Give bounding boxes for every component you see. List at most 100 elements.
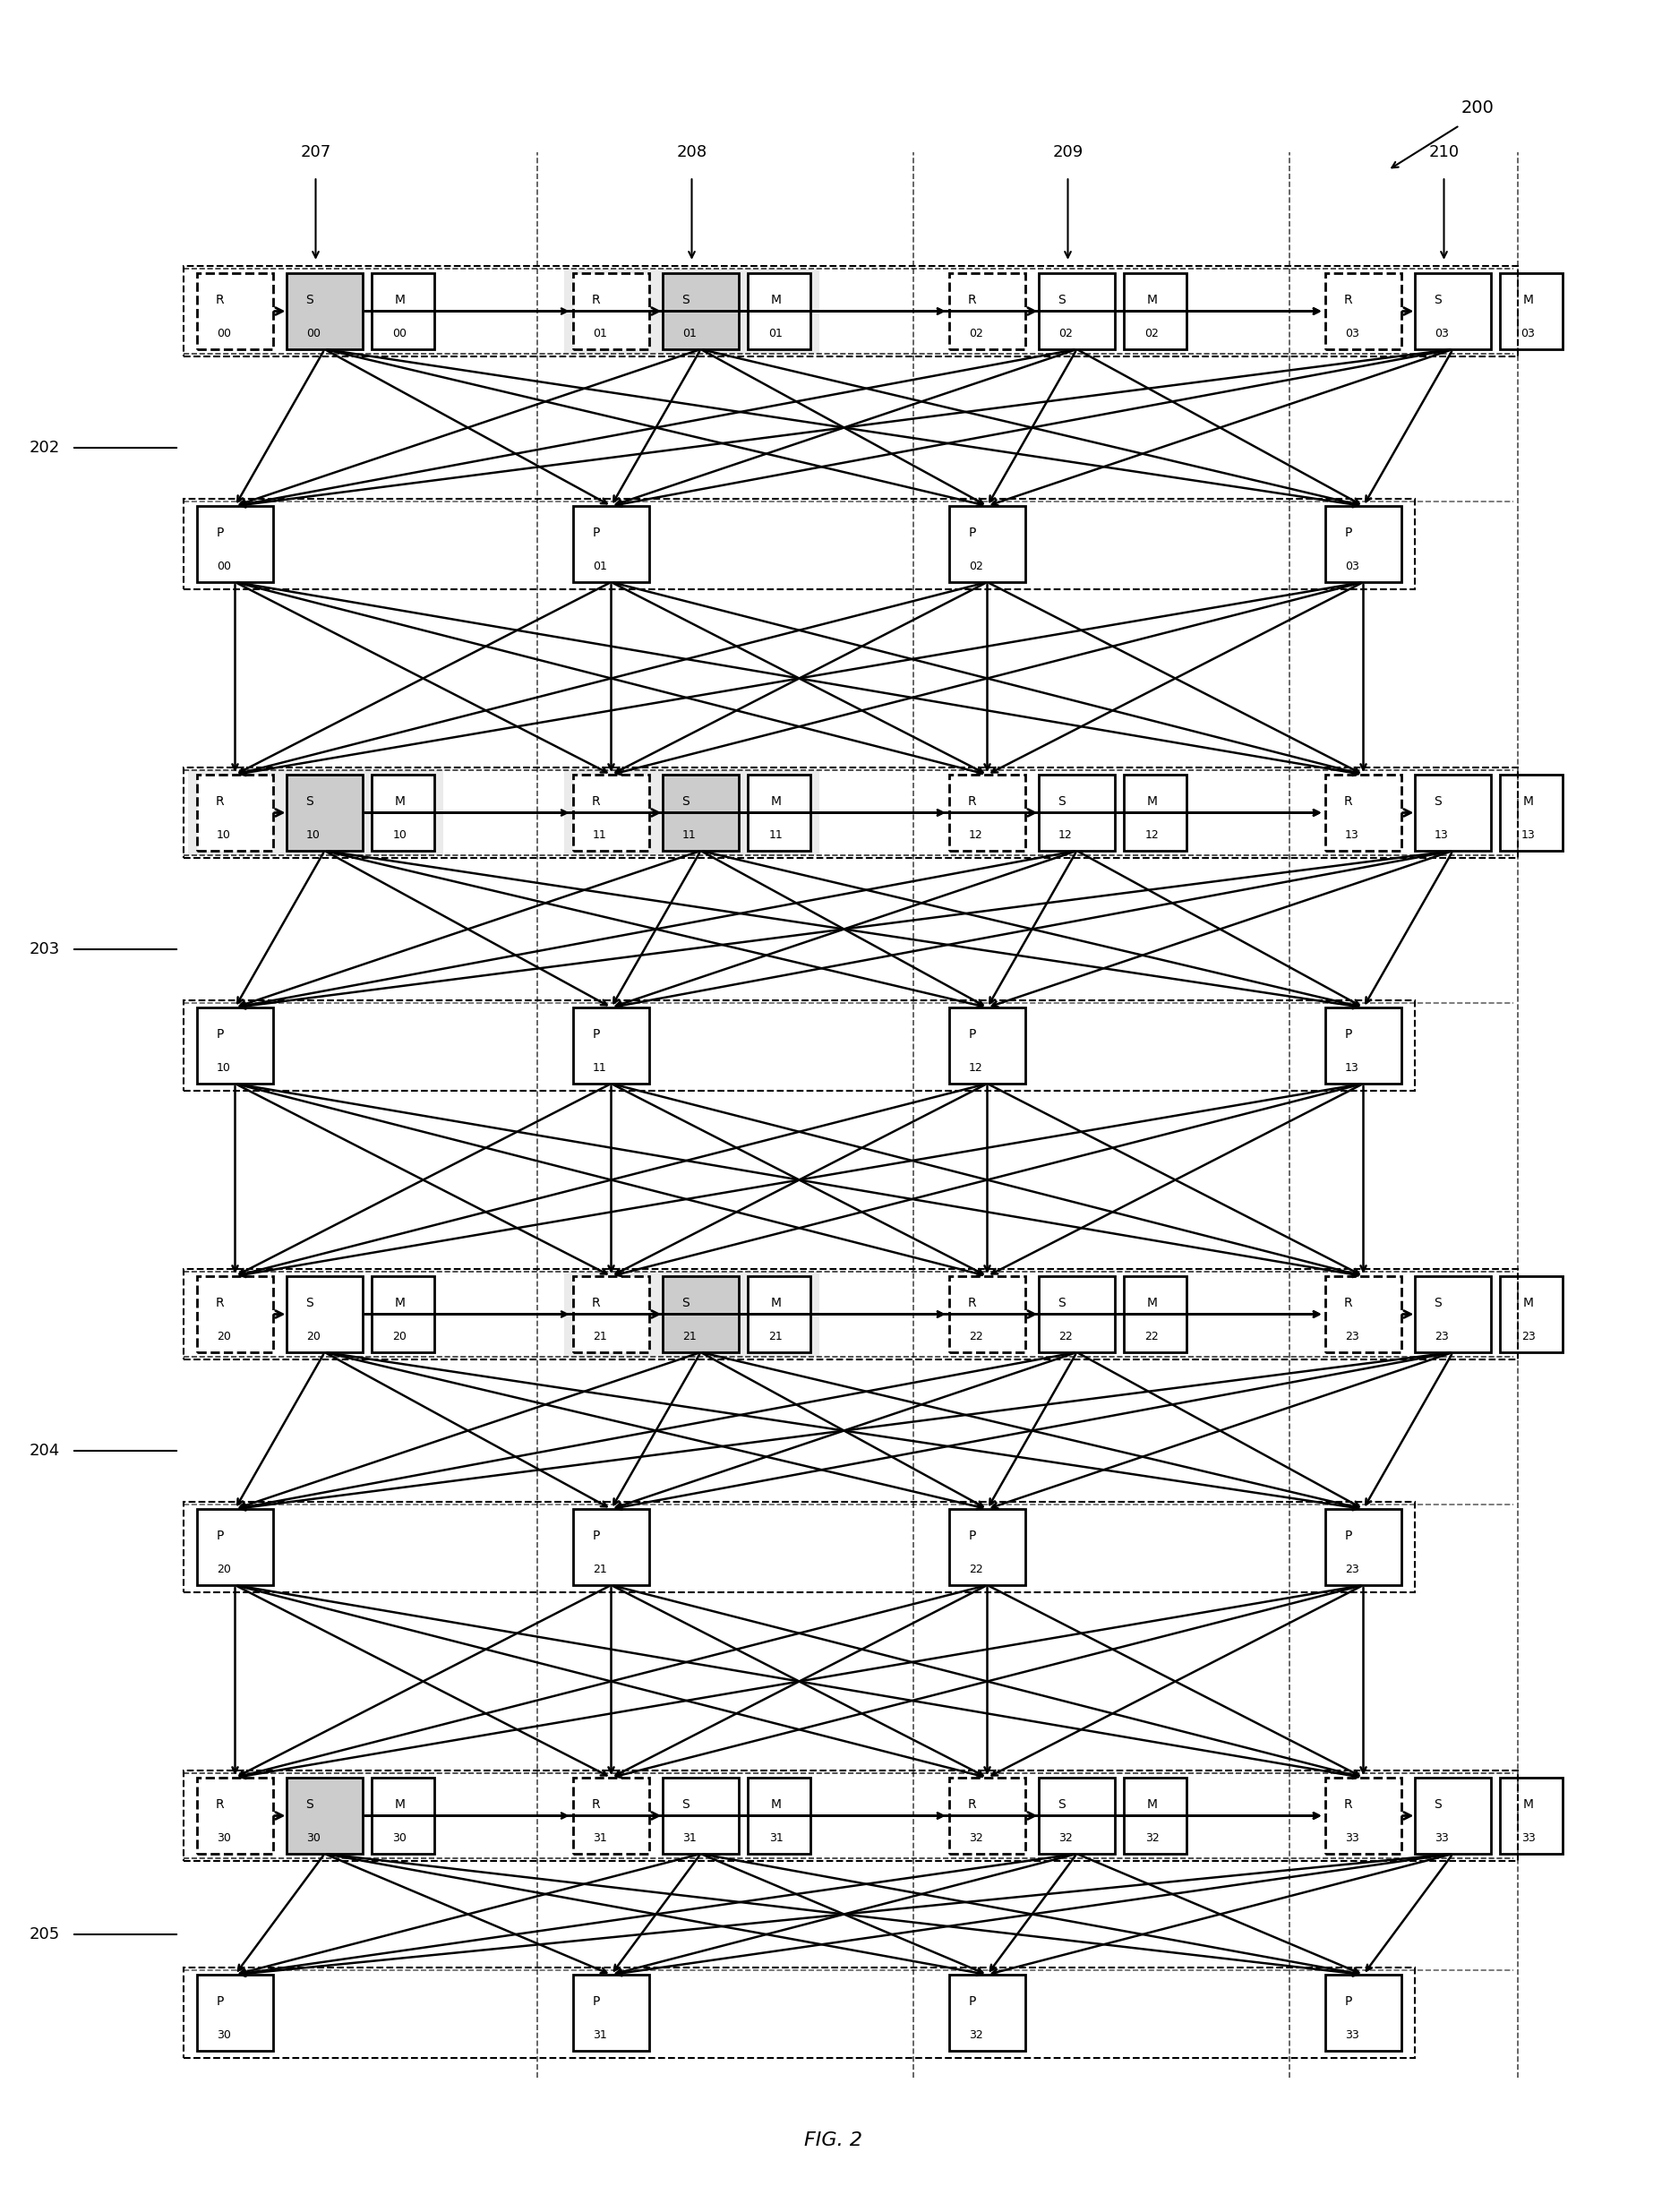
- FancyBboxPatch shape: [747, 1276, 811, 1352]
- Text: M: M: [1523, 1296, 1533, 1310]
- Text: S: S: [682, 1296, 690, 1310]
- FancyBboxPatch shape: [1499, 272, 1563, 349]
- Text: 21: 21: [769, 1332, 782, 1343]
- Text: 01: 01: [769, 327, 782, 341]
- Text: P: P: [1345, 1995, 1352, 2008]
- Text: 01: 01: [682, 327, 697, 341]
- Text: 33: 33: [1521, 1834, 1535, 1845]
- Text: 23: 23: [1345, 1332, 1358, 1343]
- FancyBboxPatch shape: [287, 774, 363, 852]
- Text: 03: 03: [1345, 327, 1358, 341]
- Text: 33: 33: [1434, 1834, 1449, 1845]
- Text: 01: 01: [593, 327, 606, 341]
- Text: 20: 20: [217, 1564, 230, 1575]
- Text: 205: 205: [30, 1927, 60, 1942]
- Text: 207: 207: [301, 144, 331, 159]
- Text: S: S: [306, 294, 314, 305]
- Text: P: P: [217, 1995, 223, 2008]
- Text: M: M: [395, 794, 405, 807]
- FancyBboxPatch shape: [196, 1778, 274, 1854]
- FancyBboxPatch shape: [573, 774, 650, 852]
- Text: M: M: [771, 1798, 781, 1812]
- Text: 12: 12: [1058, 830, 1073, 841]
- Text: 32: 32: [969, 2031, 982, 2042]
- FancyBboxPatch shape: [1325, 1509, 1402, 1586]
- FancyBboxPatch shape: [949, 1006, 1026, 1084]
- Text: 22: 22: [1145, 1332, 1159, 1343]
- FancyBboxPatch shape: [1039, 272, 1115, 349]
- Text: P: P: [593, 1029, 599, 1040]
- Text: 12: 12: [969, 830, 982, 841]
- Text: 20: 20: [217, 1332, 230, 1343]
- Text: 02: 02: [1058, 327, 1073, 341]
- Text: P: P: [969, 1029, 975, 1040]
- Text: 22: 22: [1058, 1332, 1073, 1343]
- Text: R: R: [1343, 1798, 1353, 1812]
- Text: 03: 03: [1434, 327, 1449, 341]
- Text: R: R: [1343, 294, 1353, 305]
- FancyBboxPatch shape: [1415, 272, 1491, 349]
- Text: P: P: [1345, 526, 1352, 540]
- Text: 203: 203: [30, 942, 60, 958]
- Text: P: P: [593, 1995, 599, 2008]
- FancyBboxPatch shape: [747, 272, 811, 349]
- Text: R: R: [215, 794, 225, 807]
- FancyBboxPatch shape: [371, 272, 435, 349]
- Text: P: P: [217, 1029, 223, 1040]
- Text: S: S: [682, 294, 690, 305]
- Text: M: M: [1523, 794, 1533, 807]
- Text: 23: 23: [1521, 1332, 1535, 1343]
- Text: 12: 12: [1145, 830, 1159, 841]
- Text: P: P: [1345, 1029, 1352, 1040]
- Text: S: S: [306, 1798, 314, 1812]
- Text: 33: 33: [1345, 2031, 1358, 2042]
- FancyBboxPatch shape: [1123, 774, 1187, 852]
- Text: M: M: [1523, 1798, 1533, 1812]
- Text: 202: 202: [30, 440, 60, 456]
- FancyBboxPatch shape: [1325, 1276, 1402, 1352]
- Text: R: R: [967, 294, 977, 305]
- Text: 23: 23: [1345, 1564, 1358, 1575]
- FancyBboxPatch shape: [573, 1975, 650, 2051]
- FancyBboxPatch shape: [573, 1509, 650, 1586]
- FancyBboxPatch shape: [1123, 272, 1187, 349]
- Text: S: S: [682, 1798, 690, 1812]
- FancyBboxPatch shape: [663, 1778, 739, 1854]
- Text: S: S: [1058, 294, 1066, 305]
- FancyBboxPatch shape: [188, 770, 443, 856]
- Text: P: P: [217, 526, 223, 540]
- FancyBboxPatch shape: [1415, 1276, 1491, 1352]
- FancyBboxPatch shape: [287, 1778, 363, 1854]
- Text: 30: 30: [393, 1834, 406, 1845]
- Text: 13: 13: [1345, 830, 1358, 841]
- FancyBboxPatch shape: [196, 272, 274, 349]
- Text: 00: 00: [217, 562, 230, 573]
- Text: S: S: [1058, 794, 1066, 807]
- FancyBboxPatch shape: [1415, 774, 1491, 852]
- FancyBboxPatch shape: [573, 1006, 650, 1084]
- Text: 12: 12: [969, 1062, 982, 1075]
- Text: M: M: [771, 1296, 781, 1310]
- Text: FIG. 2: FIG. 2: [804, 2132, 861, 2150]
- Text: S: S: [306, 794, 314, 807]
- Text: 23: 23: [1434, 1332, 1449, 1343]
- Text: P: P: [593, 526, 599, 540]
- Text: 32: 32: [1058, 1834, 1073, 1845]
- Text: R: R: [967, 1798, 977, 1812]
- Text: 01: 01: [593, 562, 606, 573]
- Text: M: M: [395, 1296, 405, 1310]
- Text: 31: 31: [682, 1834, 697, 1845]
- FancyBboxPatch shape: [949, 1509, 1026, 1586]
- FancyBboxPatch shape: [371, 1276, 435, 1352]
- Text: 204: 204: [30, 1442, 60, 1460]
- Text: P: P: [969, 1995, 975, 2008]
- FancyBboxPatch shape: [747, 1778, 811, 1854]
- FancyBboxPatch shape: [1499, 1276, 1563, 1352]
- Text: M: M: [1147, 1296, 1157, 1310]
- FancyBboxPatch shape: [949, 1778, 1026, 1854]
- Text: 208: 208: [677, 144, 707, 159]
- FancyBboxPatch shape: [1499, 774, 1563, 852]
- Text: 00: 00: [217, 327, 230, 341]
- Text: P: P: [969, 1528, 975, 1542]
- Text: P: P: [593, 1528, 599, 1542]
